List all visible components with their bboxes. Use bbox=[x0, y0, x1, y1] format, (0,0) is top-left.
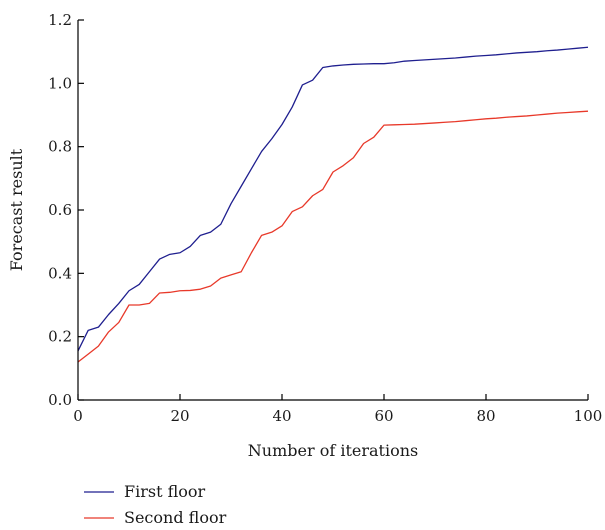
x-tick-label-5: 100 bbox=[574, 407, 603, 425]
x-axis-ticks: 0 20 40 60 80 100 bbox=[73, 394, 602, 425]
x-tick-label-2: 40 bbox=[272, 407, 291, 425]
y-tick-label-5: 1.0 bbox=[48, 74, 72, 92]
x-tick-label-0: 0 bbox=[73, 407, 83, 425]
series-line-second-floor bbox=[77, 110, 589, 363]
y-tick-label-4: 0.8 bbox=[48, 138, 72, 156]
y-tick-label-6: 1.2 bbox=[48, 11, 72, 29]
y-tick-label-2: 0.4 bbox=[48, 264, 72, 282]
plot-lines bbox=[77, 46, 589, 363]
legend-label-first-floor: First floor bbox=[124, 482, 206, 501]
x-axis-label: Number of iterations bbox=[248, 441, 418, 460]
y-tick-label-1: 0.2 bbox=[48, 328, 72, 346]
y-axis-ticks: 0.0 0.2 0.4 0.6 0.8 1.0 1.2 bbox=[48, 11, 84, 409]
legend-label-second-floor: Second floor bbox=[124, 508, 227, 527]
y-tick-label-3: 0.6 bbox=[48, 201, 72, 219]
series-line-first-floor bbox=[77, 46, 589, 352]
legend: First floor Second floor bbox=[84, 482, 227, 527]
x-tick-label-4: 80 bbox=[476, 407, 495, 425]
x-tick-label-1: 20 bbox=[170, 407, 189, 425]
y-tick-label-0: 0.0 bbox=[48, 391, 72, 409]
x-tick-label-3: 60 bbox=[374, 407, 393, 425]
y-axis-label: Forecast result bbox=[7, 148, 26, 271]
